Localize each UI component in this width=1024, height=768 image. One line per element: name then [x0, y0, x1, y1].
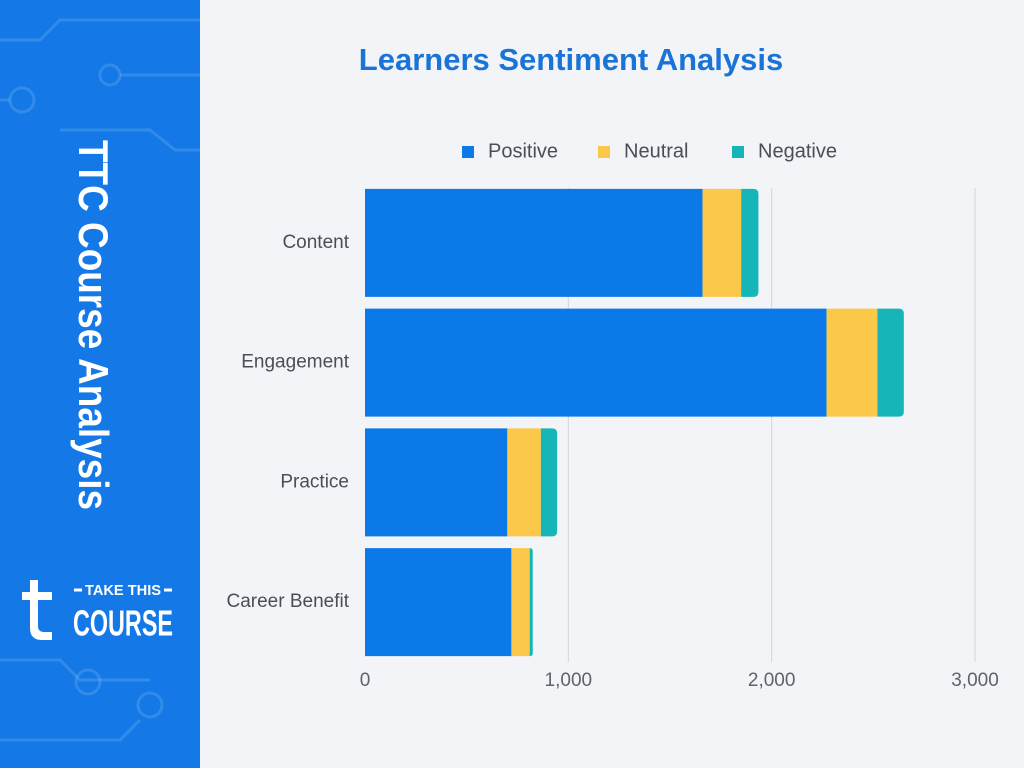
x-tick-label: 0: [360, 670, 371, 691]
bar-segment: [540, 428, 558, 537]
y-tick-label: Career Benefit: [226, 591, 349, 612]
legend-swatch: [598, 146, 610, 158]
x-tick-label: 3,000: [951, 670, 999, 691]
legend-label: Neutral: [624, 140, 688, 162]
bar-segment: [826, 308, 878, 417]
bar-segment: [365, 428, 508, 537]
sidebar: TTC Course Analysis TAKE THIS COURSE: [0, 0, 200, 768]
legend-swatch: [732, 146, 744, 158]
y-tick-label: Engagement: [241, 352, 349, 373]
chart-title: Learners Sentiment Analysis: [359, 42, 783, 77]
logo-icon: [22, 580, 52, 640]
y-tick-label: Practice: [280, 471, 349, 492]
y-tick-label: Content: [282, 232, 349, 253]
bar-segment: [702, 188, 742, 297]
circuit-decoration: [0, 18, 200, 742]
bar-segment: [741, 188, 759, 297]
legend-label: Positive: [488, 140, 558, 162]
legend-swatch: [462, 146, 474, 158]
logo-bottom-text: COURSE: [73, 603, 173, 644]
plot: 0 1,000 2,000 3,000 Positive Neutral Negative C…: [226, 140, 998, 691]
x-tick-label: 1,000: [545, 670, 593, 691]
bar-segment: [365, 308, 827, 417]
bar-segment: [529, 548, 533, 657]
bar-segment: [511, 548, 530, 657]
bar-segment: [507, 428, 541, 537]
logo-top-text: TAKE THIS: [85, 582, 161, 599]
bar-segment: [365, 548, 512, 657]
bar-segment: [365, 188, 703, 297]
logo: TAKE THIS COURSE: [22, 580, 173, 644]
bar-segment: [877, 308, 904, 417]
legend-label: Negative: [758, 140, 837, 162]
sidebar-panel: [0, 0, 200, 768]
x-tick-label: 2,000: [748, 670, 796, 691]
sidebar-title: TTC Course Analysis: [70, 140, 117, 510]
